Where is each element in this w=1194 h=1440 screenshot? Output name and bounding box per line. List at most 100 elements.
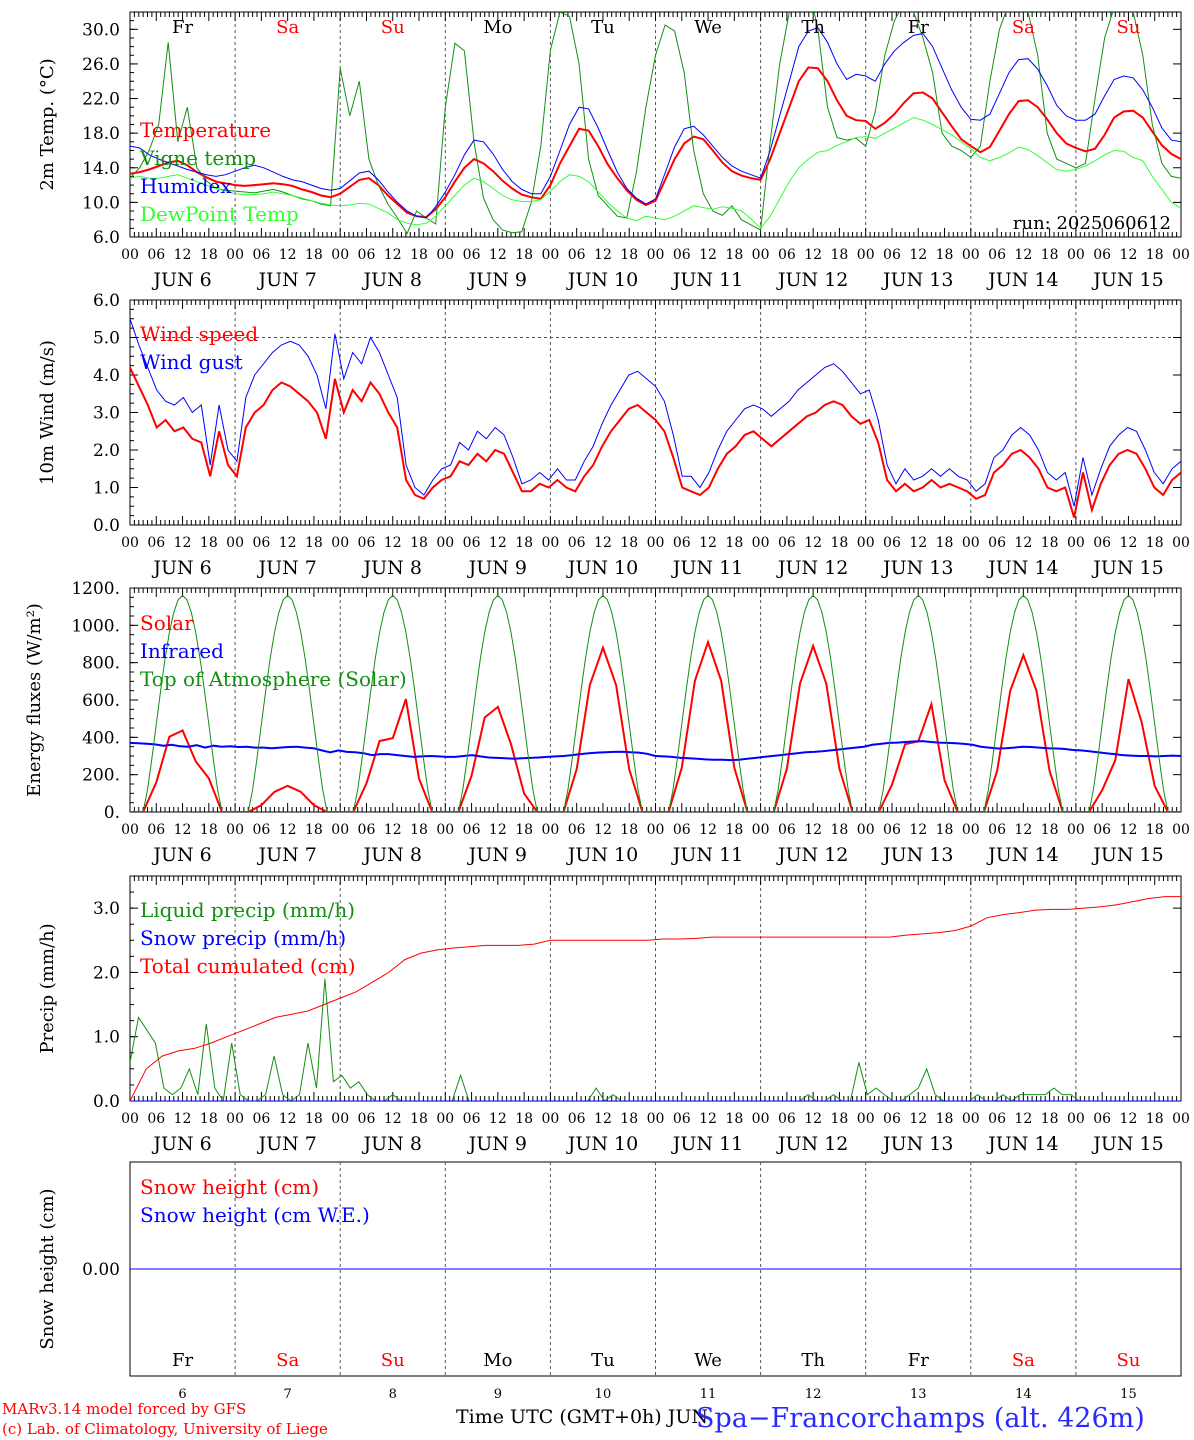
weekday-label: We xyxy=(694,1350,722,1371)
hour-label: 06 xyxy=(463,535,481,551)
hour-label: 12 xyxy=(804,247,822,263)
date-label: JUN 15 xyxy=(1091,844,1163,866)
y-tick-label: 0.0 xyxy=(93,516,120,536)
hour-label: 06 xyxy=(1093,1111,1111,1127)
hour-label: 00 xyxy=(857,535,875,551)
hour-label: 18 xyxy=(620,247,638,263)
lab-credit: (c) Lab. of Climatology, University of L… xyxy=(2,1420,328,1438)
hour-label: 12 xyxy=(1120,535,1138,551)
legend-entry: Infrared xyxy=(140,639,224,663)
y-tick-label: 5.0 xyxy=(93,329,120,349)
legend-entry: Wind speed xyxy=(140,322,258,346)
plot-frame xyxy=(129,299,1182,526)
hour-label: 12 xyxy=(1120,247,1138,263)
date-label: JUN 9 xyxy=(467,269,527,291)
hour-label: 06 xyxy=(883,247,901,263)
hour-label: 12 xyxy=(804,535,822,551)
hour-label: 06 xyxy=(147,1111,165,1127)
hour-label: 00 xyxy=(541,1111,559,1127)
date-label: JUN 13 xyxy=(881,557,953,579)
weekday-label: Fr xyxy=(172,1350,193,1371)
y-tick-label: 14.0 xyxy=(82,159,120,179)
hour-label: 12 xyxy=(279,1111,297,1127)
station-name: Spa−Francorchamps (alt. 426m) xyxy=(696,1403,1145,1434)
hour-label: 18 xyxy=(200,535,218,551)
hour-label: 00 xyxy=(752,1111,770,1127)
hour-label: 12 xyxy=(1014,822,1032,838)
hour-label: 00 xyxy=(226,822,244,838)
date-label: JUN 13 xyxy=(881,844,953,866)
date-label: JUN 6 xyxy=(151,557,211,579)
y-tick-label: 6.0 xyxy=(93,291,120,311)
date-label: JUN 11 xyxy=(671,557,743,579)
series-line-dewpoint-temp xyxy=(130,117,1181,230)
hour-label: 06 xyxy=(883,822,901,838)
series-line-solar xyxy=(130,638,1181,812)
hour-label: 06 xyxy=(252,822,270,838)
date-label: JUN 8 xyxy=(362,1133,422,1155)
hour-label: 00 xyxy=(1172,535,1190,551)
hour-label: 06 xyxy=(463,822,481,838)
series-line-liquid-precip-mm-h- xyxy=(130,978,1181,1101)
hour-label: 12 xyxy=(384,1111,402,1127)
date-label: JUN 14 xyxy=(986,1133,1058,1155)
hour-label: 18 xyxy=(1041,822,1059,838)
hour-label: 18 xyxy=(831,247,849,263)
hour-label: 18 xyxy=(305,247,323,263)
hour-label: 18 xyxy=(936,535,954,551)
hour-label: 12 xyxy=(174,1111,192,1127)
weekday-label: Fr xyxy=(172,17,193,38)
weekday-label: Mo xyxy=(483,1350,512,1371)
weekday-label: Th xyxy=(801,1350,825,1371)
y-tick-label: 2.0 xyxy=(93,963,120,983)
date-label: JUN 13 xyxy=(881,1133,953,1155)
date-label: JUN 10 xyxy=(566,844,638,866)
hour-label: 12 xyxy=(699,535,717,551)
hour-label: 12 xyxy=(804,822,822,838)
hour-label: 18 xyxy=(936,1111,954,1127)
date-label: JUN 10 xyxy=(566,557,638,579)
series-line-wind-speed xyxy=(130,367,1181,518)
hour-label: 18 xyxy=(1146,535,1164,551)
series-line-wind-gust xyxy=(130,318,1181,507)
date-label: JUN 15 xyxy=(1091,269,1163,291)
hour-label: 00 xyxy=(962,535,980,551)
hour-label: 12 xyxy=(279,535,297,551)
hour-label: 00 xyxy=(226,1111,244,1127)
hour-label: 06 xyxy=(778,247,796,263)
series-group xyxy=(130,896,1181,1101)
hour-label: 18 xyxy=(515,247,533,263)
y-tick-label: 3.0 xyxy=(93,404,120,424)
hour-label: 06 xyxy=(463,1111,481,1127)
date-label: JUN 14 xyxy=(986,269,1058,291)
hour-label: 12 xyxy=(489,1111,507,1127)
hour-label: 18 xyxy=(305,535,323,551)
hour-label: 06 xyxy=(252,247,270,263)
plot-frame xyxy=(129,587,1182,813)
hour-label: 18 xyxy=(515,1111,533,1127)
legend-entry: Snow height (cm W.E.) xyxy=(140,1203,370,1227)
y-tick-label: 3.0 xyxy=(93,899,120,919)
legend-entry: Snow precip (mm/h) xyxy=(140,926,346,950)
hour-label: 00 xyxy=(1067,247,1085,263)
hour-label: 06 xyxy=(358,247,376,263)
hour-label: 12 xyxy=(909,1111,927,1127)
series-group xyxy=(130,594,1181,812)
day-number-label: 12 xyxy=(805,1387,822,1402)
hour-label: 18 xyxy=(200,247,218,263)
hour-label: 18 xyxy=(410,247,428,263)
hour-label: 12 xyxy=(594,535,612,551)
hour-label: 18 xyxy=(831,535,849,551)
hour-label: 00 xyxy=(647,1111,665,1127)
weekday-label: Fr xyxy=(908,1350,929,1371)
hour-label: 18 xyxy=(1041,535,1059,551)
y-tick-label: 1.0 xyxy=(93,479,120,499)
hour-label: 12 xyxy=(384,822,402,838)
hour-label: 00 xyxy=(962,822,980,838)
date-label: JUN 12 xyxy=(776,557,848,579)
series-group xyxy=(130,12,1181,235)
hour-label: 00 xyxy=(121,535,139,551)
hour-label: 06 xyxy=(673,1111,691,1127)
y-tick-label: 22.0 xyxy=(82,90,120,110)
y-tick-label: 26.0 xyxy=(82,55,120,75)
